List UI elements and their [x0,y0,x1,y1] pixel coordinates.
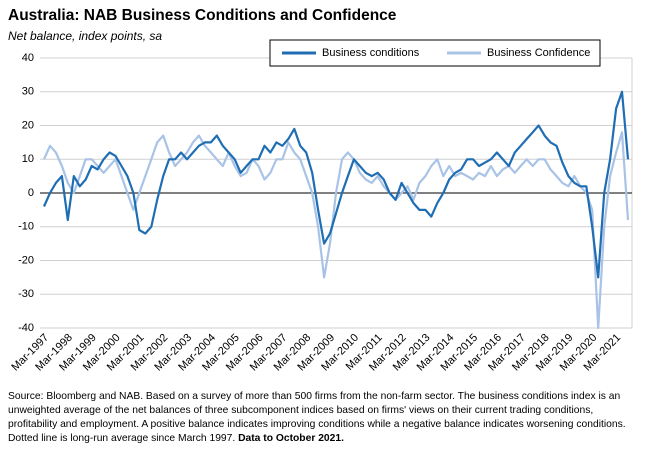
y-tick-label: 0 [28,187,34,199]
chart-subtitle: Net balance, index points, sa [8,29,162,43]
chart: Australia: NAB Business Conditions and C… [8,7,633,373]
legend-box [269,39,601,67]
y-tick-label: -40 [18,322,34,334]
y-tick-label: 30 [22,86,34,98]
series-line [42,131,630,330]
series-line [42,90,630,279]
y-tick-label: 10 [22,153,34,165]
y-tick-label: 40 [22,52,34,64]
y-tick-label: 20 [22,119,34,131]
source-text: Source: Bloomberg and NAB. Based on a su… [8,391,626,444]
y-tick-label: -20 [18,254,34,266]
legend-label: Business Confidence [487,47,590,59]
y-tick-label: -10 [18,221,34,233]
legend-label: Business conditions [322,47,420,59]
chart-title: Australia: NAB Business Conditions and C… [8,7,397,24]
source-note: Source: Bloomberg and NAB. Based on a su… [8,390,640,446]
source-bold: Data to October 2021. [238,433,344,444]
y-tick-label: -30 [18,288,34,300]
